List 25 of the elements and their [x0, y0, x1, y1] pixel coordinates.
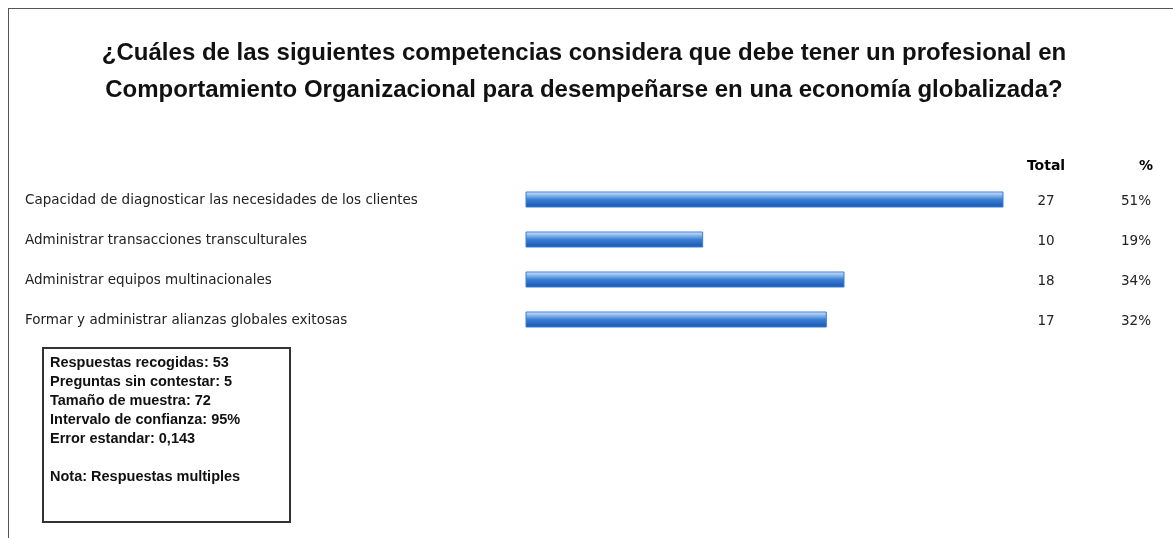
- text: 34%: [1120, 271, 1152, 288]
- text: 19%: [1120, 231, 1152, 248]
- bar: [525, 271, 845, 288]
- bar: [525, 191, 1004, 208]
- text: Respuestas recogidas: 53: [50, 353, 230, 372]
- text: Error estandar: 0,143: [50, 429, 197, 448]
- text: 32%: [1120, 311, 1152, 328]
- text: Nota: Respuestas multiples: [50, 467, 242, 486]
- text: 51%: [1120, 191, 1152, 208]
- bar: [525, 311, 827, 328]
- data-label: 10: [1037, 231, 1055, 248]
- text: %: [1138, 157, 1154, 173]
- text: Tamaño de muestra: 72: [50, 391, 212, 410]
- chart-title: ¿Cuáles de las siguientes competencias considera que debe tener un profesional en Comportamiento Organizacional para desempeñarse en una economía globalizada?: [100, 37, 1068, 104]
- y-tick-label: Formar y administrar alianzas globales exitosas: [25, 311, 348, 327]
- data-label: 27: [1037, 191, 1055, 208]
- data-label: 18: [1037, 271, 1055, 288]
- y-tick-label: Capacidad de diagnosticar las necesidades de los clientes: [25, 191, 418, 207]
- text: Preguntas sin contestar: 5: [50, 372, 234, 391]
- text: Intervalo de confianza: 95%: [50, 410, 242, 429]
- y-tick-label: Administrar transacciones transculturales: [25, 231, 307, 247]
- text: Total: [1025, 157, 1067, 173]
- data-label: 17: [1037, 311, 1055, 328]
- bar: [525, 231, 704, 248]
- y-tick-label: Administrar equipos multinacionales: [25, 271, 272, 287]
